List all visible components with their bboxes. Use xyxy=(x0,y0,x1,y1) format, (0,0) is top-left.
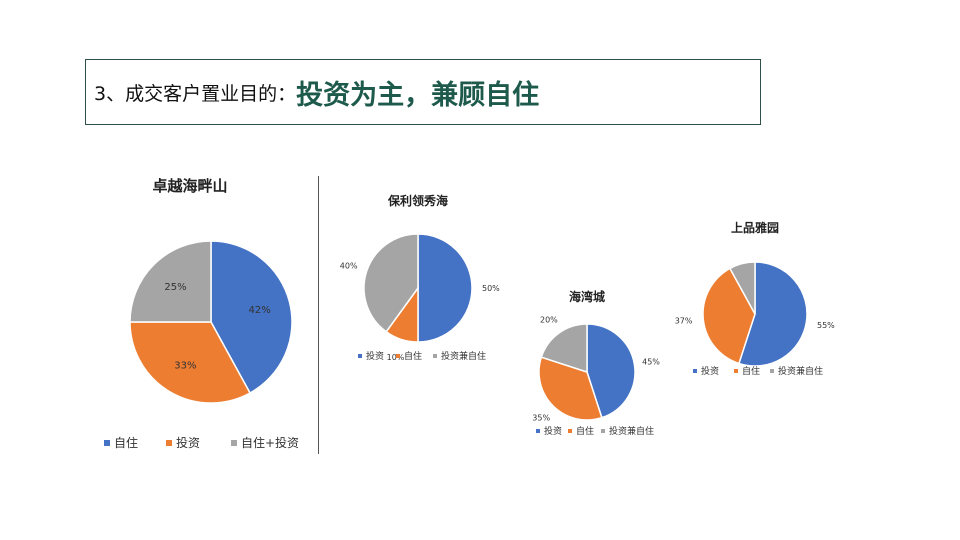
legend-swatch xyxy=(693,369,697,373)
pie-chart-4: 上品雅园 55% 37% 投资 自住 投资兼自住 xyxy=(675,220,835,377)
legend-swatch xyxy=(396,354,400,358)
legend-swatch xyxy=(166,440,172,446)
heading-box: 3、成交客户置业目的： 投资为主，兼顾自住 xyxy=(85,59,761,125)
data-label: 25% xyxy=(164,282,186,293)
legend-swatch xyxy=(358,354,362,358)
legend-swatch xyxy=(536,429,540,433)
data-label: 45% xyxy=(642,358,660,367)
pie-chart-1: 卓越海畔山 42% 33% 25% 自住 投资 自住+投资 xyxy=(104,177,299,450)
legend-label: 自住+投资 xyxy=(241,435,299,450)
legend-label: 投资 xyxy=(701,365,719,377)
chart-title: 卓越海畔山 xyxy=(152,177,227,195)
heading-emphasis: 投资为主，兼顾自住 xyxy=(296,79,540,111)
chart-title: 保利领秀海 xyxy=(387,193,448,208)
pie-slice-2 xyxy=(538,356,603,421)
data-label: 55% xyxy=(817,321,835,330)
pie-slice-1 xyxy=(210,240,293,394)
pie-slice-1 xyxy=(417,233,473,343)
legend-swatch xyxy=(231,440,237,446)
legend-swatch xyxy=(601,429,605,433)
vertical-divider xyxy=(318,176,319,454)
legend-label: 自住 xyxy=(404,350,422,362)
legend-label: 自住 xyxy=(114,436,138,450)
pie-chart-2: 保利领秀海 50% 10% 40% 投资 自住 投资兼自住 xyxy=(340,193,500,362)
chart-title: 上品雅园 xyxy=(731,220,779,235)
pie-slice-3 xyxy=(728,261,756,315)
legend-label: 投资兼自住 xyxy=(778,365,823,377)
pie-chart-3: 海湾城 45% 35% 20% 投资 自住 投资兼自住 xyxy=(532,289,660,437)
legend-label: 自住 xyxy=(576,425,594,437)
legend-label: 投资兼自住 xyxy=(609,425,654,437)
pie-slice-2 xyxy=(702,267,756,365)
data-label: 42% xyxy=(248,305,270,316)
pie-slice-3 xyxy=(540,323,588,374)
chart-title: 海湾城 xyxy=(569,289,605,304)
legend-label: 投资 xyxy=(544,425,562,437)
legend-swatch xyxy=(104,440,110,446)
legend-swatch xyxy=(433,354,437,358)
pie-slice-1 xyxy=(586,323,636,419)
legend-label: 投资 xyxy=(176,435,200,450)
legend-swatch xyxy=(568,429,572,433)
pie-slice-3 xyxy=(363,233,419,333)
pie-slice-3 xyxy=(129,240,212,323)
pie-slice-2 xyxy=(129,321,252,404)
data-label: 20% xyxy=(540,315,558,324)
data-label: 50% xyxy=(482,284,500,293)
data-label: 35% xyxy=(532,414,550,423)
data-label: 10% xyxy=(387,353,405,362)
legend-swatch xyxy=(734,369,738,373)
data-label: 40% xyxy=(340,261,358,270)
data-label: 37% xyxy=(675,317,693,326)
data-label: 33% xyxy=(174,361,196,372)
pie-slice-1 xyxy=(737,261,808,367)
legend-swatch xyxy=(770,369,774,373)
legend-label: 自住 xyxy=(742,365,760,377)
legend-label: 投资兼自住 xyxy=(441,350,486,362)
heading-prefix: 3、成交客户置业目的： xyxy=(94,82,297,105)
legend-label: 投资 xyxy=(366,350,384,362)
